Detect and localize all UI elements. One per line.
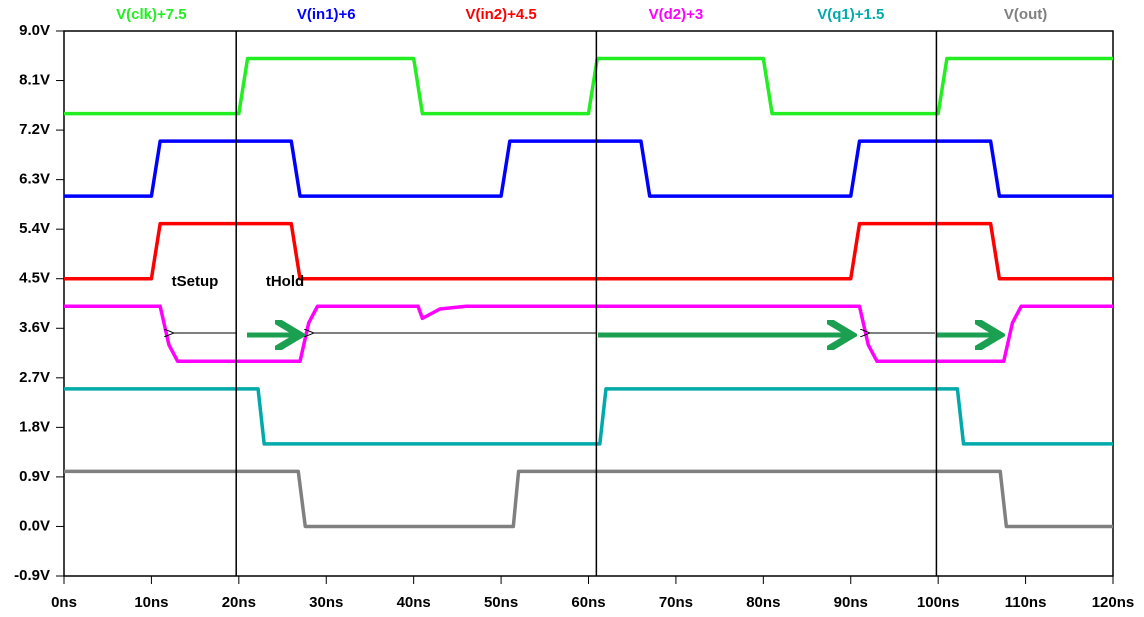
x-tick-label: 30ns [309, 594, 343, 611]
x-tick-label: 90ns [834, 594, 868, 611]
x-tick-label: 80ns [746, 594, 780, 611]
waveform [64, 56, 1113, 116]
plot-area [64, 56, 1113, 529]
y-tick-label: 0.9V [19, 468, 50, 485]
x-tick-label: 60ns [571, 594, 605, 611]
x-tick-label: 100ns [917, 594, 960, 611]
waveform [64, 139, 1113, 198]
x-tick-label: 50ns [484, 594, 518, 611]
x-tick-label: 70ns [659, 594, 693, 611]
legend-entry: V(in2)+4.5 [465, 6, 536, 23]
waveform [64, 469, 1113, 529]
waveform [64, 221, 1113, 281]
annotation-arrows [174, 333, 1000, 335]
x-tick-label: 40ns [397, 594, 431, 611]
y-tick-label: 9.0V [19, 22, 50, 39]
y-tick-label: 2.7V [19, 369, 50, 386]
y-tick-label: -0.9V [14, 567, 50, 584]
y-tick-label: 8.1V [19, 72, 50, 89]
legend-entry: V(q1)+1.5 [817, 6, 884, 23]
legend-entry: V(out) [1004, 6, 1047, 23]
y-tick-label: 0.0V [19, 517, 50, 534]
x-tick-label: 120ns [1092, 594, 1135, 611]
y-tick-label: 1.8V [19, 418, 50, 435]
y-tick-label: 4.5V [19, 270, 50, 287]
annotation: tHold [266, 273, 304, 290]
waveform [64, 304, 1113, 364]
legend-entry: V(d2)+3 [649, 6, 704, 23]
x-tick-label: 20ns [222, 594, 256, 611]
x-tick-label: 0ns [51, 594, 77, 611]
legend-entry: V(clk)+7.5 [116, 6, 186, 23]
x-tick-label: 10ns [134, 594, 168, 611]
waveform [64, 387, 1113, 446]
y-tick-label: 5.4V [19, 220, 50, 237]
legend-entry: V(in1)+6 [297, 6, 356, 23]
y-tick-label: 6.3V [19, 171, 50, 188]
x-tick-label: 110ns [1005, 594, 1047, 611]
y-tick-label: 7.2V [19, 121, 50, 138]
y-tick-label: 3.6V [19, 319, 50, 336]
annotation: tSetup [172, 273, 219, 290]
plot-frame [63, 30, 1114, 577]
